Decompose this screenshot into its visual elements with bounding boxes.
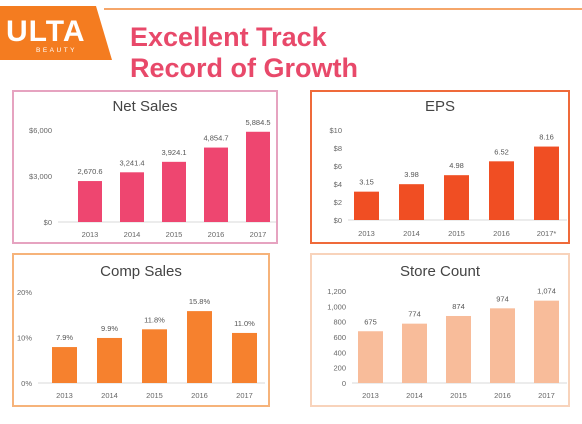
store-count-y-tick: 800 <box>333 318 346 327</box>
store-count-title: Store Count <box>399 263 481 280</box>
store-count-y-tick: 600 <box>333 333 346 342</box>
headline-line-1: Excellent Track <box>130 22 327 52</box>
net-sales-bar <box>162 161 186 222</box>
store-count-chart: 1,200 1,000 800 600 400 200 0 675 2013 774 2014 874… <box>327 287 567 400</box>
comp-sales-title: Comp Sales <box>100 263 182 280</box>
headline-line-2: Record of Growth <box>130 53 358 83</box>
store-count-bar <box>534 300 559 383</box>
net-sales-bar <box>246 131 270 222</box>
comp-sales-value-label: 15.8% <box>189 297 211 306</box>
comp-sales-bar <box>142 329 167 383</box>
eps-category-label: 2013 <box>358 229 375 238</box>
eps-y-tick: $4 <box>334 180 342 189</box>
store-count-bar <box>490 308 515 383</box>
eps-y-tick: $2 <box>334 198 342 207</box>
comp-sales-value-label: 9.9% <box>101 324 118 333</box>
eps-category-label: 2016 <box>493 229 510 238</box>
comp-sales-bar <box>52 347 77 383</box>
net-sales-bar <box>78 181 102 222</box>
comp-sales-panel: Comp Sales 20% 10% 0% 7.9% 2013 9.9% 2014 11.8%… <box>12 253 270 407</box>
comp-sales-value-label: 11.0% <box>234 319 255 328</box>
comp-sales-category-label: 2014 <box>101 391 118 400</box>
eps-y-tick: $10 <box>329 126 342 135</box>
comp-sales-category-label: 2015 <box>146 391 163 400</box>
logo-badge <box>0 6 112 60</box>
store-count-category-label: 2014 <box>406 391 423 400</box>
eps-y-tick: $0 <box>334 216 342 225</box>
eps-bar <box>399 184 424 220</box>
store-count-category-label: 2016 <box>494 391 511 400</box>
net-sales-title: Net Sales <box>112 98 178 115</box>
eps-value-label: 6.52 <box>494 147 509 156</box>
store-count-category-label: 2015 <box>450 391 467 400</box>
store-count-y-tick: 0 <box>342 379 346 388</box>
comp-sales-chart: 20% 10% 0% 7.9% 2013 9.9% 2014 11.8% 2015 15.8% 20… <box>17 288 265 400</box>
comp-sales-category-label: 2013 <box>56 391 73 400</box>
store-count-y-tick: 1,000 <box>327 302 346 311</box>
eps-y-tick: $8 <box>334 144 342 153</box>
comp-sales-y-tick: 0% <box>21 379 32 388</box>
store-count-value-label: 874 <box>452 302 465 311</box>
eps-value-label: 3.15 <box>359 178 374 187</box>
comp-sales-bar <box>187 311 212 383</box>
net-sales-value-label: 5,884.5 <box>245 118 270 127</box>
net-sales-y-tick: $0 <box>44 218 52 227</box>
comp-sales-value-label: 11.8% <box>144 315 165 324</box>
store-count-bar <box>402 323 427 383</box>
net-sales-value-label: 4,854.7 <box>203 134 228 143</box>
eps-category-label: 2017* <box>537 229 557 238</box>
eps-y-tick: $6 <box>334 162 342 171</box>
logo-text: ULTA <box>6 15 86 48</box>
comp-sales-y-tick: 20% <box>17 288 32 297</box>
eps-chart: $10 $8 $6 $4 $2 $0 3.15 2013 3.98 2014 4.98 2015 6.5… <box>329 126 567 238</box>
store-count-bar <box>446 315 471 383</box>
comp-sales-value-label: 7.9% <box>56 333 73 342</box>
eps-value-label: 4.98 <box>449 161 464 170</box>
net-sales-chart: $6,000 $3,000 $0 2,670.6 2013 3,241.4 2014 3,92… <box>29 118 276 239</box>
net-sales-panel: Net Sales $6,000 $3,000 $0 2,670.6 2013 3,241… <box>12 90 278 244</box>
store-count-value-label: 774 <box>408 310 421 319</box>
net-sales-category-label: 2015 <box>166 230 183 239</box>
eps-bar <box>354 191 379 220</box>
store-count-bar <box>358 331 383 383</box>
eps-bar <box>444 175 469 220</box>
header-rule <box>104 8 582 10</box>
store-count-value-label: 675 <box>364 317 377 326</box>
net-sales-category-label: 2017 <box>250 230 267 239</box>
eps-value-label: 3.98 <box>404 170 419 179</box>
net-sales-bar <box>204 147 228 222</box>
store-count-category-label: 2013 <box>362 391 379 400</box>
store-count-value-label: 1,074 <box>537 287 556 296</box>
comp-sales-category-label: 2016 <box>191 391 208 400</box>
comp-sales-category-label: 2017 <box>236 391 253 400</box>
store-count-y-tick: 200 <box>333 364 346 373</box>
comp-sales-bar <box>97 337 122 383</box>
net-sales-value-label: 2,670.6 <box>77 167 102 176</box>
net-sales-category-label: 2014 <box>124 230 141 239</box>
store-count-value-label: 974 <box>496 294 509 303</box>
net-sales-value-label: 3,241.4 <box>119 158 144 167</box>
eps-category-label: 2015 <box>448 229 465 238</box>
net-sales-y-tick: $3,000 <box>29 172 52 181</box>
eps-bar <box>534 146 559 220</box>
headline: Excellent Track Record of Growth <box>130 22 358 84</box>
eps-value-label: 8.16 <box>539 133 554 142</box>
eps-title: EPS <box>424 98 455 115</box>
net-sales-category-label: 2016 <box>208 230 225 239</box>
net-sales-y-tick: $6,000 <box>29 126 52 135</box>
logo-subtext: BEAUTY <box>36 47 77 54</box>
store-count-y-tick: 400 <box>333 348 346 357</box>
store-count-panel: Store Count 1,200 1,000 800 600 400 200 0 675 20… <box>310 253 570 407</box>
eps-panel: EPS $10 $8 $6 $4 $2 $0 3.15 2013 3.98 2014 4.98 201… <box>310 90 570 244</box>
net-sales-value-label: 3,924.1 <box>161 148 186 157</box>
store-count-y-tick: 1,200 <box>327 287 346 296</box>
store-count-category-label: 2017 <box>538 391 555 400</box>
comp-sales-y-tick: 10% <box>17 334 32 343</box>
comp-sales-bar <box>232 332 257 383</box>
eps-category-label: 2014 <box>403 229 420 238</box>
net-sales-category-label: 2013 <box>82 230 99 239</box>
ulta-logo: ULTA BEAUTY <box>0 6 112 60</box>
eps-bar <box>489 161 514 220</box>
net-sales-bar <box>120 172 144 222</box>
